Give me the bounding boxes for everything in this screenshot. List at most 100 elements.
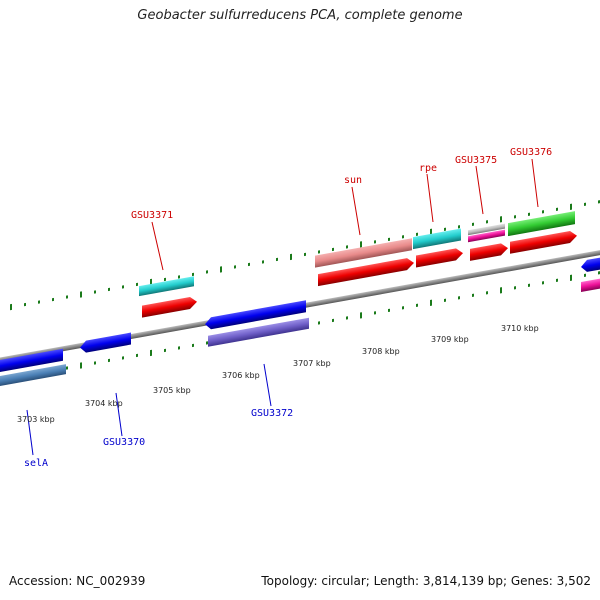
upper-tick-minor	[542, 210, 544, 214]
reverse-gene-right-edge-lower[interactable]	[581, 278, 600, 293]
upper-tick-minor	[276, 257, 278, 262]
forward-gene-gsu3375[interactable]	[470, 242, 508, 261]
forward-gene-gsu3371-upper[interactable]	[139, 276, 194, 297]
forward-callouts	[151, 158, 539, 271]
forward-gene-gsu3375-mid[interactable]	[468, 229, 505, 243]
upper-tick-minor	[94, 290, 96, 294]
upper-tick-minor	[514, 215, 516, 219]
lower-tick-minor	[94, 361, 96, 365]
gene-label-gsu3376: GSU3376	[510, 147, 552, 158]
upper-tick-minor	[164, 277, 166, 282]
forward-gene-sun[interactable]	[318, 257, 414, 287]
upper-tick-minor	[556, 207, 558, 211]
lower-tick-minor	[444, 298, 446, 303]
gene-label-gsu3372: GSU3372	[251, 408, 293, 419]
lower-tick-minor	[542, 281, 544, 285]
forward-gene-rpe-upper[interactable]	[413, 228, 461, 250]
lower-tick-minor	[192, 343, 194, 348]
lower-tick-minor	[514, 286, 516, 290]
upper-tick-major	[290, 253, 292, 261]
reverse-gene-right-edge[interactable]	[581, 257, 600, 273]
forward-gene-rpe[interactable]	[416, 247, 463, 268]
lower-tick-minor	[122, 356, 124, 360]
upper-tick-minor	[304, 252, 306, 257]
lower-tick-minor	[374, 311, 376, 315]
forward-gene-gsu3376[interactable]	[510, 230, 577, 254]
lower-tick-major	[500, 287, 502, 294]
lower-tick-minor	[388, 308, 390, 313]
upper-tick-major	[10, 303, 12, 311]
upper-tick-minor	[318, 250, 320, 254]
lower-tick-minor	[346, 316, 348, 320]
upper-tick-minor	[122, 285, 124, 289]
lower-tick-minor	[486, 291, 488, 295]
reverse-gene-gsu3372[interactable]	[205, 300, 306, 330]
gene-label-gsu3375: GSU3375	[455, 155, 497, 166]
upper-tick-minor	[444, 227, 446, 232]
upper-tick-major	[360, 241, 362, 248]
upper-tick-major	[570, 203, 572, 210]
upper-tick-minor	[38, 300, 40, 304]
map-title: Geobacter sulfurreducens PCA, complete g…	[137, 8, 463, 23]
lower-tick-minor	[528, 283, 530, 287]
reverse-gene-sela[interactable]	[0, 348, 63, 372]
lower-tick-major	[570, 274, 572, 281]
topology-text: Topology: circular; Length: 3,814,139 bp…	[261, 574, 591, 588]
upper-tick-minor	[248, 262, 250, 267]
upper-tick-minor	[346, 245, 348, 249]
lower-tick-minor	[332, 318, 334, 323]
forward-gene-gsu3375-upper[interactable]	[468, 223, 505, 236]
lower-tick-minor	[318, 321, 320, 325]
lower-tick-minor	[136, 353, 138, 358]
upper-tick-minor	[192, 272, 194, 277]
reverse-gene-gsu3370[interactable]	[80, 332, 131, 354]
reverse-gene-gsu3372-lower[interactable]	[208, 317, 309, 347]
upper-tick-track	[10, 200, 600, 311]
upper-tick-minor	[332, 247, 334, 252]
lower-tick-minor	[164, 348, 166, 353]
lower-tick-minor	[402, 306, 404, 310]
kbp-label-3709: 3709 kbp	[431, 335, 469, 344]
forward-gene-gsu3371[interactable]	[142, 296, 197, 318]
upper-tick-minor	[402, 235, 404, 239]
gene-label-sela: selA	[24, 458, 48, 469]
upper-tick-minor	[206, 270, 208, 274]
upper-tick-minor	[52, 297, 54, 302]
kbp-label-3705: 3705 kbp	[153, 386, 191, 395]
lower-tick-major	[360, 312, 362, 319]
kbp-label-3708: 3708 kbp	[362, 347, 400, 356]
forward-gene-sun-upper[interactable]	[315, 238, 412, 268]
lower-tick-major	[150, 349, 152, 357]
kbp-label-3703: 3703 kbp	[17, 415, 55, 424]
upper-tick-minor	[458, 225, 460, 229]
gene-label-gsu3370: GSU3370	[103, 437, 145, 448]
forward-gene-gsu3376-upper[interactable]	[508, 211, 575, 237]
accession-text: Accession: NC_002939	[9, 574, 146, 588]
lower-tick-minor	[458, 296, 460, 300]
upper-tick-minor	[178, 275, 180, 279]
upper-tick-minor	[24, 302, 26, 307]
upper-tick-minor	[262, 260, 264, 264]
upper-tick-major	[220, 266, 222, 273]
kbp-label-3707: 3707 kbp	[293, 359, 331, 368]
upper-tick-minor	[584, 202, 586, 206]
gene-label-rpe: rpe	[419, 163, 437, 174]
upper-tick-major	[500, 216, 502, 223]
reverse-callouts	[26, 363, 272, 456]
lower-tick-major	[80, 362, 82, 369]
reverse-gene-sela-lower[interactable]	[0, 364, 66, 386]
lower-tick-minor	[178, 346, 180, 350]
upper-tick-minor	[388, 237, 390, 242]
lower-tick-minor	[472, 293, 474, 298]
kbp-label-3704: 3704 kbp	[85, 399, 123, 408]
upper-tick-minor	[234, 265, 236, 269]
upper-tick-minor	[108, 287, 110, 292]
upper-tick-major	[430, 228, 432, 236]
lower-tick-minor	[66, 366, 68, 370]
lower-tick-minor	[584, 273, 586, 277]
lower-tick-minor	[416, 303, 418, 308]
upper-tick-minor	[66, 295, 68, 299]
upper-tick-minor	[472, 222, 474, 227]
upper-tick-major	[150, 278, 152, 286]
